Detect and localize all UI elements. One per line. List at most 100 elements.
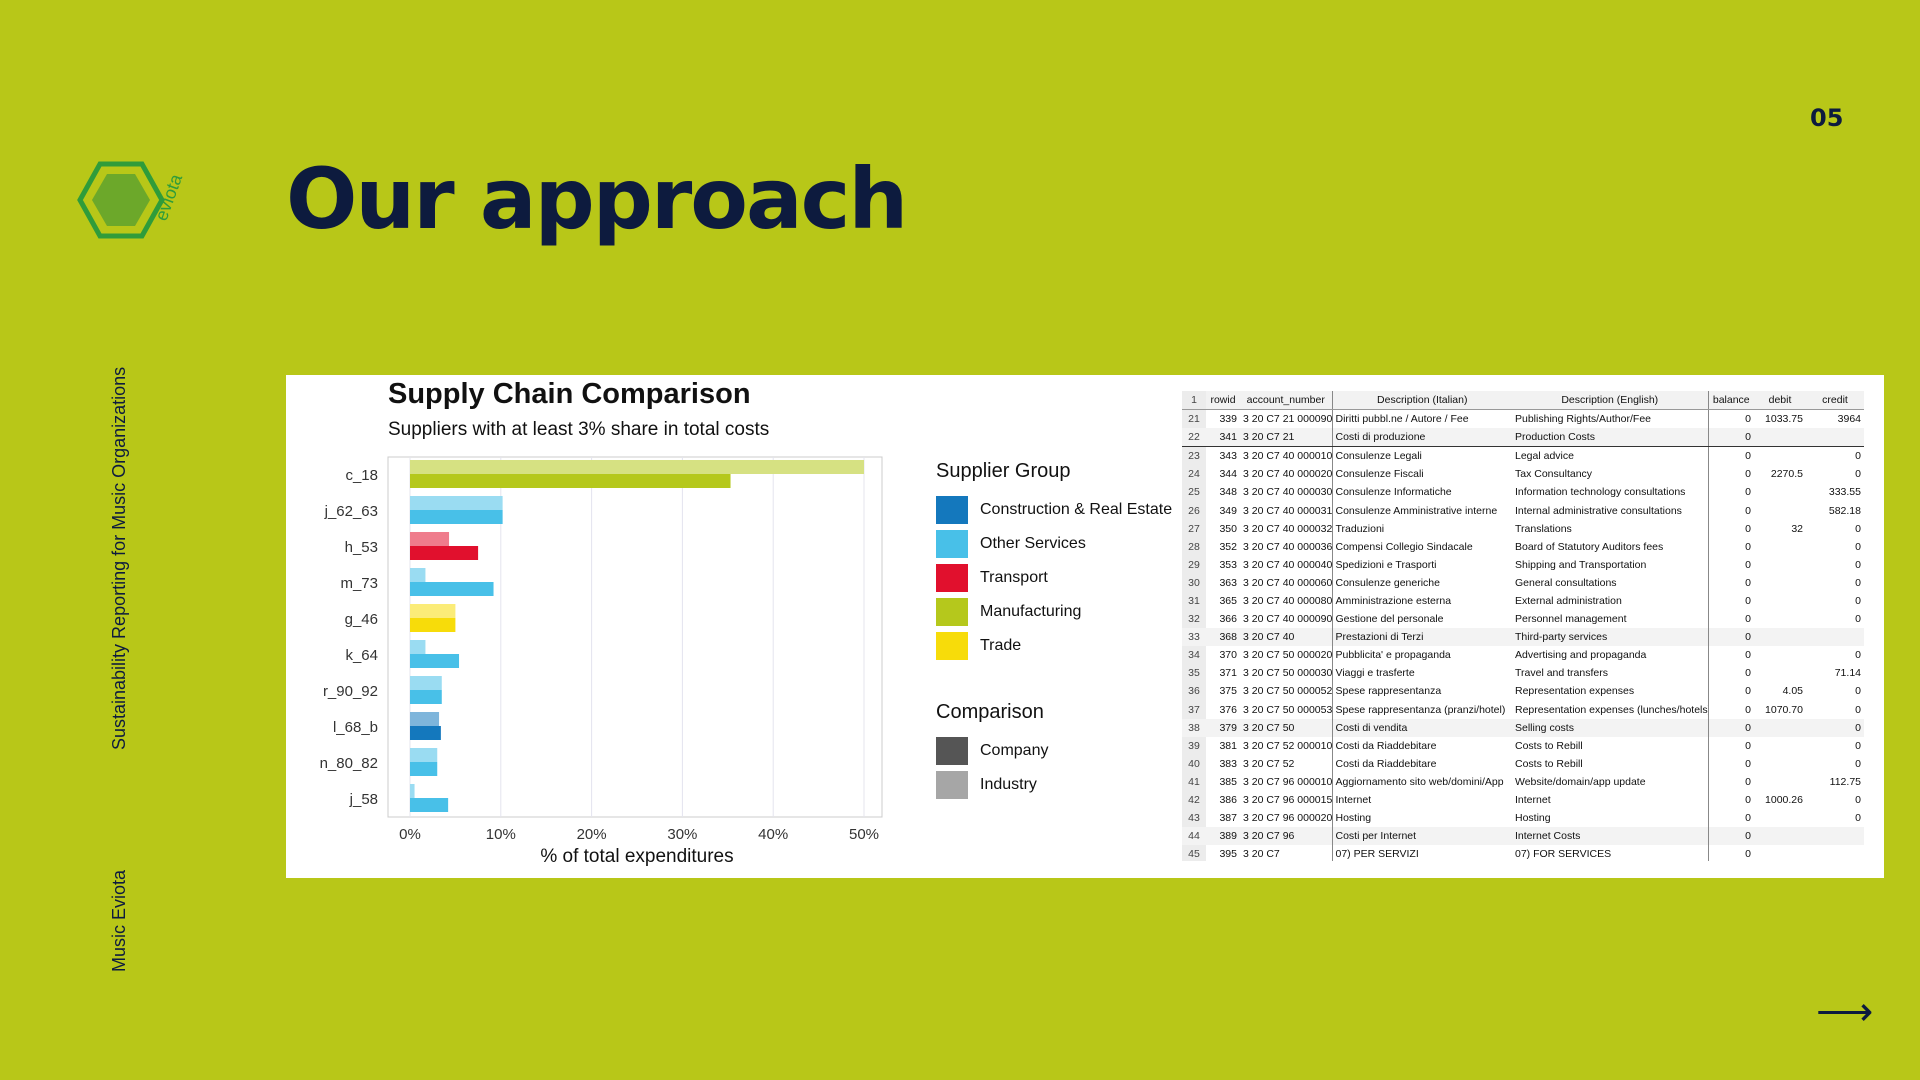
table-cell: Spese rappresentanza	[1331, 682, 1512, 701]
bar-company-c_18	[410, 474, 731, 488]
table-row: 35 371 3 20 C7 50 000030 Viaggi e trasferte…	[1182, 664, 1864, 683]
table-cell: 3 20 C7 50	[1240, 718, 1332, 737]
table-cell: 33	[1182, 628, 1206, 647]
table-cell: Translations	[1515, 522, 1572, 535]
legend-swatch	[936, 598, 968, 626]
table-cell	[1754, 737, 1806, 755]
bar-industry-l_68_b	[410, 712, 440, 726]
legend-swatch	[936, 632, 968, 660]
table-cell	[1754, 447, 1806, 466]
table-cell: 0	[1707, 754, 1754, 773]
table-cell: 343	[1219, 450, 1237, 463]
legend-group-other-services: Other Services	[936, 527, 1172, 561]
table-row: 25 348 3 20 C7 40 000030 Consulenze Informa…	[1182, 483, 1864, 502]
table-cell: 0	[1707, 772, 1754, 791]
table-cell: 34	[1182, 646, 1206, 665]
legend-comparison-industry: Industry	[936, 768, 1172, 802]
table-cell: 0	[1707, 664, 1754, 683]
table-cell: Amministrazione esterna	[1331, 591, 1512, 611]
x-tick-label: 10%	[486, 826, 516, 843]
legend-swatch	[936, 496, 968, 524]
page-number: 05	[1810, 104, 1844, 132]
content-panel: Supply Chain Comparison Suppliers with a…	[286, 375, 1884, 878]
table-cell	[1754, 809, 1806, 827]
table-cell: 350	[1219, 522, 1237, 535]
table-cell: 387	[1219, 812, 1237, 825]
bar-company-k_64	[410, 654, 460, 668]
table-cell: 1033.75	[1765, 413, 1803, 426]
table-cell: 0	[1855, 649, 1861, 662]
table-row: 45 395 3 20 C7 07) PER SERVIZI 07) FOR SERVI…	[1182, 845, 1864, 861]
table-cell: 0	[1855, 685, 1861, 698]
table-cell: Personnel management	[1515, 613, 1627, 626]
table-cell: 0	[1707, 446, 1754, 466]
table-cell: 40	[1182, 754, 1206, 773]
bar-industry-m_73	[410, 568, 426, 582]
table-cell: Tax Consultancy	[1515, 468, 1593, 481]
table-row: 28 352 3 20 C7 40 000036 Compensi Collegio …	[1182, 537, 1864, 556]
table-cell	[1754, 592, 1806, 610]
table-cell: 3 20 C7 96 000020	[1243, 812, 1332, 825]
side-label-brand: Music Eviota	[109, 869, 129, 972]
table-cell: 3 20 C7 96	[1240, 827, 1332, 846]
table-cell: 339	[1219, 413, 1237, 426]
chart-title: Supply Chain Comparison	[388, 378, 751, 410]
table-cell: 366	[1219, 613, 1237, 626]
bar-industry-j_62_63	[410, 496, 503, 510]
table-cell: 07) FOR SERVICES	[1515, 848, 1612, 861]
table-cell: 0	[1855, 540, 1861, 553]
table-cell: Costs to Rebill	[1515, 739, 1583, 752]
table-cell: 37	[1182, 700, 1206, 719]
table-cell: 45	[1182, 845, 1206, 861]
table-cell: 0	[1855, 703, 1861, 716]
table-cell: 3 20 C7 52	[1243, 757, 1295, 770]
table-row: 24 344 3 20 C7 40 000020 Consulenze Fiscali…	[1182, 465, 1864, 484]
table-cell: 1000.26	[1765, 794, 1803, 807]
table-cell: 0	[1707, 483, 1754, 502]
table-cell	[1754, 610, 1806, 628]
table-cell: Information technology consultations	[1515, 486, 1686, 499]
table-cell: 3964	[1837, 413, 1861, 426]
table-cell: 0	[1855, 468, 1861, 481]
x-tick-label: 50%	[849, 826, 879, 843]
y-tick-label: c_18	[345, 467, 378, 484]
table-cell: 0	[1855, 739, 1861, 752]
table-cell: 375	[1219, 685, 1237, 698]
y-tick-label: j_62_63	[324, 503, 378, 520]
table-cell: 0	[1855, 522, 1861, 535]
bar-company-l_68_b	[410, 726, 441, 740]
table-cell	[1754, 773, 1806, 791]
table-cell: 3 20 C7 50 000030	[1243, 667, 1332, 680]
chart-legend: Supplier Group Construction & Real Estat…	[936, 460, 1172, 802]
table-cell: 3 20 C7 50 000052	[1243, 685, 1332, 698]
table-cell: Diritti pubbl.ne / Autore / Fee	[1331, 409, 1512, 429]
legend-label: Transport	[980, 569, 1048, 586]
table-cell: 0	[1707, 610, 1754, 629]
bar-industry-g_46	[410, 604, 456, 618]
table-cell: 21	[1182, 409, 1206, 429]
table-row: 41 385 3 20 C7 96 000010 Aggiornamento sito…	[1182, 772, 1864, 791]
next-arrow-icon[interactable]: ⟶	[1816, 990, 1874, 1034]
table-cell: 376	[1219, 703, 1237, 716]
bar-industry-r_90_92	[410, 676, 442, 690]
bar-company-g_46	[410, 618, 456, 632]
table-cell: 0	[1707, 519, 1754, 538]
table-cell: 0	[1806, 718, 1864, 737]
table-cell: 395	[1219, 848, 1237, 861]
table-cell: 28	[1182, 537, 1206, 556]
table-cell: 3 20 C7 40	[1240, 628, 1332, 647]
legend-label: Other Services	[980, 535, 1086, 552]
table-cell: 0	[1707, 827, 1754, 846]
table-cell: 383	[1219, 757, 1237, 770]
table-cell	[1754, 664, 1806, 682]
table-row: 34 370 3 20 C7 50 000020 Pubblicita' e prop…	[1182, 646, 1864, 665]
table-cell: Spese rappresentanza (pranzi/hotel)	[1331, 700, 1512, 719]
table-cell: 29	[1182, 555, 1206, 574]
side-label-reporting: Sustainability Reporting for Music Organ…	[109, 366, 129, 750]
table-header: Description (Italian)	[1331, 391, 1512, 410]
table-cell: 3 20 C7 52 000010	[1243, 739, 1332, 752]
table-header: balance	[1707, 391, 1754, 410]
y-tick-label: j_58	[349, 791, 378, 808]
table-cell: 0	[1855, 613, 1861, 626]
x-tick-label: 40%	[758, 826, 788, 843]
